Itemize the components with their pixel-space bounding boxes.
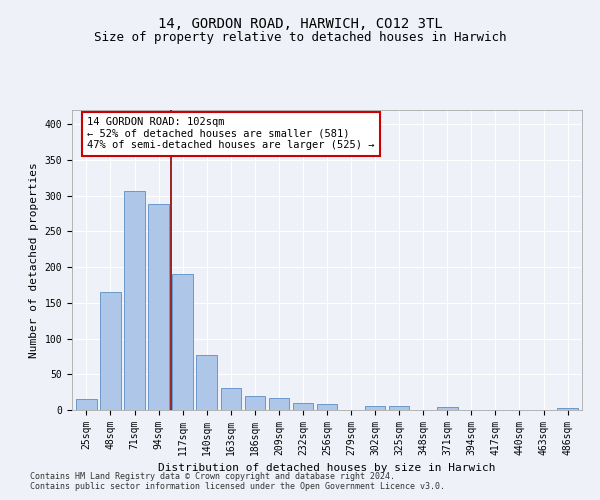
Bar <box>437 407 458 410</box>
Text: 14, GORDON ROAD, HARWICH, CO12 3TL: 14, GORDON ROAD, HARWICH, CO12 3TL <box>158 18 442 32</box>
Text: Contains public sector information licensed under the Open Government Licence v3: Contains public sector information licen… <box>30 482 445 491</box>
Bar <box>196 355 217 410</box>
Text: 14 GORDON ROAD: 102sqm
← 52% of detached houses are smaller (581)
47% of semi-de: 14 GORDON ROAD: 102sqm ← 52% of detached… <box>87 117 374 150</box>
Bar <box>389 406 409 410</box>
Bar <box>317 404 337 410</box>
Bar <box>124 190 145 410</box>
Bar <box>172 274 193 410</box>
Bar <box>365 406 385 410</box>
X-axis label: Distribution of detached houses by size in Harwich: Distribution of detached houses by size … <box>158 464 496 473</box>
Text: Contains HM Land Registry data © Crown copyright and database right 2024.: Contains HM Land Registry data © Crown c… <box>30 472 395 481</box>
Text: Size of property relative to detached houses in Harwich: Size of property relative to detached ho… <box>94 31 506 44</box>
Bar <box>221 388 241 410</box>
Bar <box>245 396 265 410</box>
Bar <box>100 292 121 410</box>
Bar <box>293 403 313 410</box>
Bar <box>76 400 97 410</box>
Y-axis label: Number of detached properties: Number of detached properties <box>29 162 39 358</box>
Bar <box>557 408 578 410</box>
Bar <box>148 204 169 410</box>
Bar <box>269 398 289 410</box>
